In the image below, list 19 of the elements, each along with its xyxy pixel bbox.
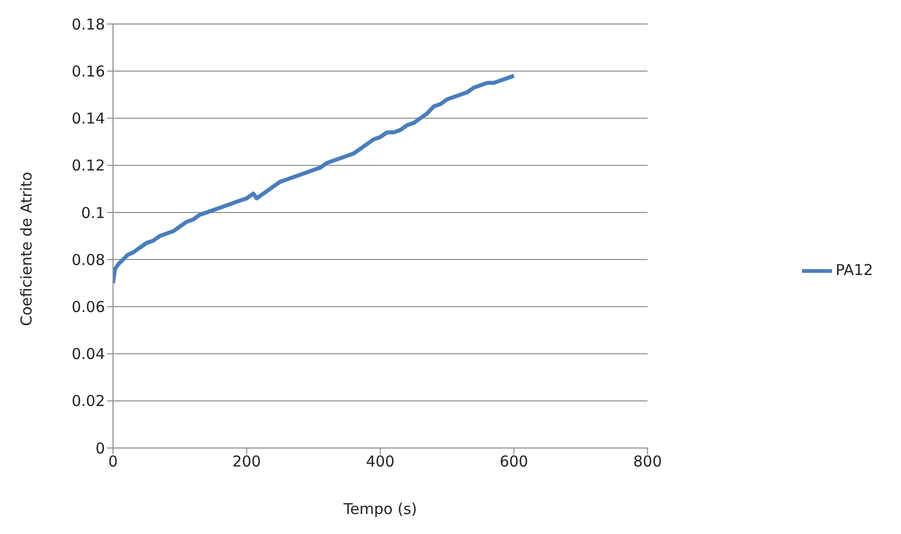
y-tick-label: 0.06 <box>72 298 105 316</box>
x-tick-label: 0 <box>108 452 118 471</box>
y-tick-label: 0.04 <box>72 345 105 364</box>
y-tick-label: 0.18 <box>72 15 105 34</box>
x-tick-label: 600 <box>500 452 528 471</box>
y-tick-label: 0.14 <box>72 110 105 128</box>
y-tick-label: 0.08 <box>72 250 105 269</box>
y-axis-title: Coeficiente de Atrito <box>17 172 36 326</box>
y-tick-label: 0.16 <box>72 62 105 80</box>
y-tick-label: 0.12 <box>72 156 105 175</box>
x-tick-label: 400 <box>366 452 395 471</box>
y-tick-label: 0.1 <box>81 204 105 222</box>
line-series <box>113 74 516 286</box>
x-tick-label: 800 <box>633 452 662 471</box>
x-tick-label: 200 <box>232 452 261 471</box>
y-tick-label: 0 <box>95 439 105 458</box>
y-tick-label: 0.02 <box>72 392 105 410</box>
legend-label: PA12 <box>836 261 873 280</box>
x-axis-title: Tempo (s) <box>342 500 418 518</box>
